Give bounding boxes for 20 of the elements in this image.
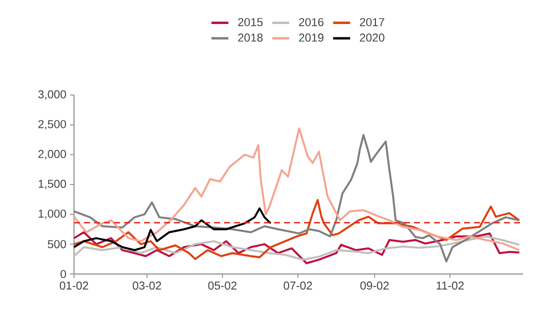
y-tick-label: 500 [48, 240, 66, 248]
x-tick-label: 03-02 [132, 282, 162, 290]
legend-label: 2017 [360, 18, 384, 26]
x-tick-label: 09-02 [360, 282, 389, 290]
y-tick-label: 3,000 [38, 90, 66, 100]
x-tick-label: 01-02 [60, 282, 88, 290]
y-tick-label: 2,500 [38, 120, 66, 130]
legend-label: 2018 [238, 34, 263, 42]
x-tick-label: 05-02 [208, 282, 237, 290]
y-tick-label: 1,500 [38, 180, 66, 190]
y-tick-label: 0 [60, 270, 66, 278]
legend-label: 2020 [360, 34, 384, 42]
legend-label: 2016 [299, 18, 324, 26]
y-tick-label: 1,000 [38, 210, 66, 220]
x-tick-label: 11-02 [436, 282, 464, 290]
legend-label: 2019 [299, 34, 324, 42]
line-series [73, 207, 272, 252]
x-tick-label: 07-02 [284, 282, 312, 290]
legend-label: 2015 [238, 18, 263, 26]
y-tick-label: 2,000 [38, 150, 66, 160]
